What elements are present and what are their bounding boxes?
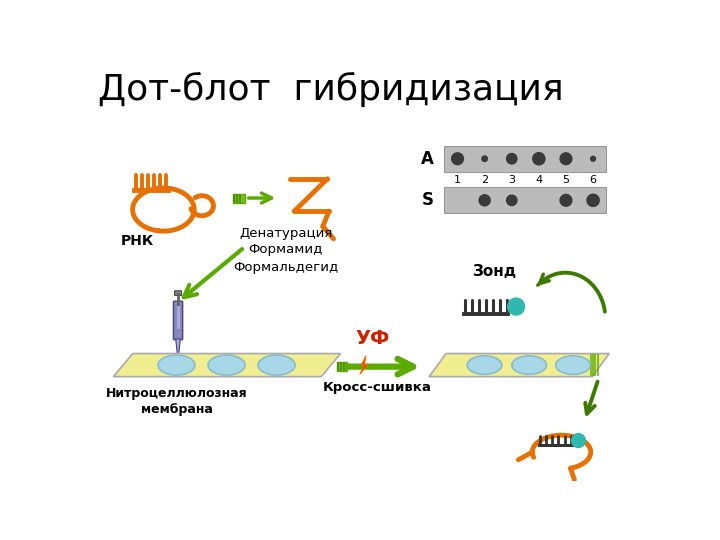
Text: A: A: [420, 150, 433, 168]
Text: РНК: РНК: [121, 234, 154, 248]
Circle shape: [560, 153, 572, 165]
Circle shape: [451, 153, 464, 165]
Circle shape: [587, 194, 599, 206]
Circle shape: [479, 195, 490, 206]
Circle shape: [507, 195, 517, 206]
FancyBboxPatch shape: [337, 362, 348, 372]
Text: 5: 5: [562, 174, 570, 185]
FancyBboxPatch shape: [174, 291, 181, 295]
Text: Денатурация
Формамид
Формальдегид: Денатурация Формамид Формальдегид: [233, 226, 338, 273]
Text: 1: 1: [454, 174, 461, 185]
Circle shape: [533, 153, 545, 165]
Text: Нитроцеллюлозная
мембрана: Нитроцеллюлозная мембрана: [106, 387, 247, 416]
Circle shape: [482, 156, 487, 161]
Circle shape: [508, 298, 525, 315]
FancyBboxPatch shape: [444, 146, 606, 172]
Text: 6: 6: [590, 174, 597, 185]
FancyBboxPatch shape: [174, 301, 183, 340]
Ellipse shape: [158, 355, 195, 375]
Circle shape: [572, 434, 585, 448]
Text: Кросс-сшивка: Кросс-сшивка: [323, 381, 431, 394]
Circle shape: [590, 156, 595, 161]
Polygon shape: [176, 339, 180, 357]
Ellipse shape: [208, 355, 245, 375]
Circle shape: [507, 153, 517, 164]
Text: Дот-блот  гибридизация: Дот-блот гибридизация: [98, 72, 563, 107]
Ellipse shape: [467, 356, 502, 374]
Text: S: S: [422, 191, 433, 210]
FancyBboxPatch shape: [444, 187, 606, 213]
Circle shape: [560, 194, 572, 206]
Text: Зонд: Зонд: [473, 264, 517, 279]
Ellipse shape: [556, 356, 590, 374]
Polygon shape: [429, 354, 609, 377]
Polygon shape: [360, 356, 368, 374]
Text: 4: 4: [535, 174, 542, 185]
FancyBboxPatch shape: [176, 306, 179, 329]
Text: 3: 3: [508, 174, 516, 185]
Text: 2: 2: [481, 174, 488, 185]
FancyBboxPatch shape: [233, 194, 245, 202]
Ellipse shape: [258, 355, 295, 375]
Text: УФ: УФ: [356, 329, 390, 348]
Ellipse shape: [512, 356, 546, 374]
Polygon shape: [113, 354, 341, 377]
